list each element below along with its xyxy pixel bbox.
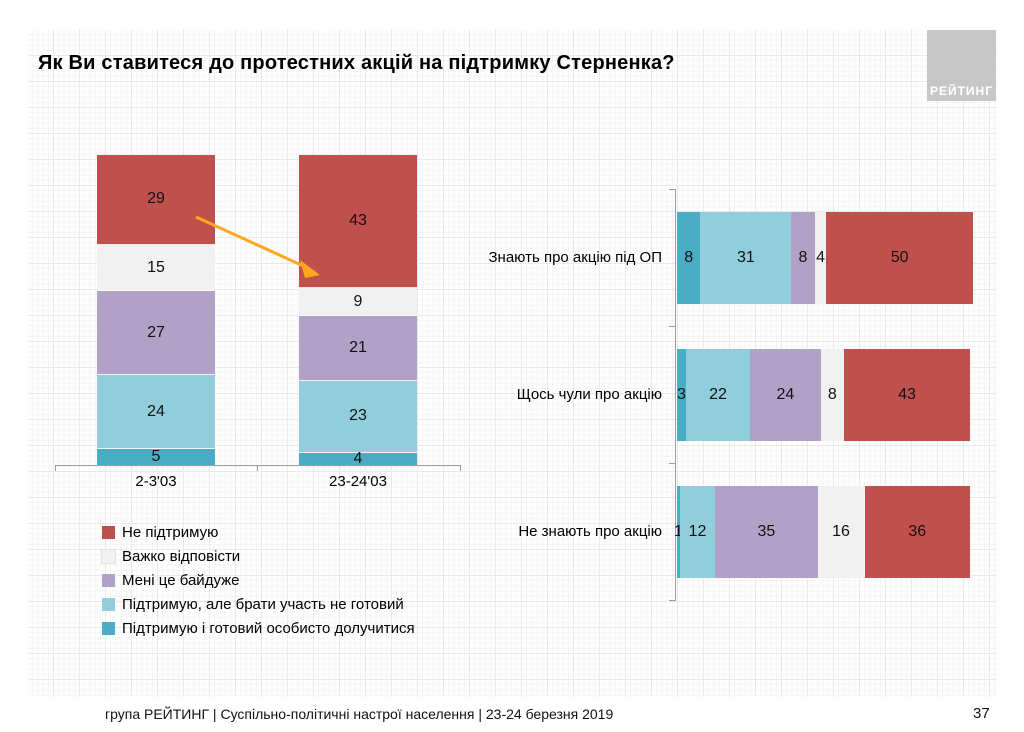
segment-value-label: 35: [757, 522, 776, 540]
legend-item-label: Підтримую і готовий особисто долучитися: [122, 619, 415, 637]
y-axis-tick: [669, 326, 676, 327]
bar-segment: 23: [299, 381, 417, 453]
segment-value-label: 21: [349, 339, 367, 357]
segment-value-label: 50: [890, 248, 909, 266]
x-axis-category-label: 2-3'03: [135, 473, 177, 490]
legend-item: Не підтримую: [102, 520, 415, 544]
bar-segment: 50: [826, 211, 973, 304]
x-axis-category-label: 23-24'03: [329, 473, 387, 490]
bar-segment: 8: [677, 211, 701, 304]
bar-segment: 43: [299, 155, 417, 289]
bar-segment: 22: [685, 348, 751, 441]
x-axis-tick: [55, 465, 56, 471]
bar-segment: 29: [97, 155, 215, 245]
legend-color-swatch: [102, 573, 115, 587]
segment-value-label: 23: [349, 407, 367, 425]
segment-value-label: 8: [798, 248, 808, 266]
bar-segment: 24: [750, 348, 821, 441]
bar-segment: 8: [820, 348, 844, 441]
y-axis-tick: [669, 600, 676, 601]
legend-color-swatch: [101, 548, 116, 564]
page-number: 37: [973, 705, 990, 722]
bar-segment: 31: [700, 211, 792, 304]
legend-item: Важко відповісти: [101, 544, 415, 568]
bar-segment: 16: [817, 485, 865, 578]
bar-category-label: Щось чули про акцію: [516, 385, 662, 403]
y-axis-tick: [669, 189, 676, 190]
page-title: Як Ви ставитеся до протестних акцій на п…: [38, 52, 675, 74]
segment-value-label: 29: [147, 190, 165, 208]
rating-group-logo: РЕЙТИНГ: [927, 30, 996, 101]
segment-value-label: 31: [736, 248, 755, 266]
segment-value-label: 4: [353, 449, 363, 467]
legend-color-swatch: [102, 621, 115, 635]
bar-segment: 43: [843, 348, 970, 441]
legend-item: Підтримую, але брати участь не готовий: [102, 592, 415, 616]
legend-color-swatch: [102, 597, 115, 611]
stacked-bar-row: 1 12 35 16 36: [674, 485, 970, 578]
bar-segment: 3: [676, 348, 686, 441]
x-axis-tick: [460, 465, 461, 471]
stacked-column: 29 15 27 24 5: [97, 155, 215, 465]
segment-value-label: 15: [147, 258, 165, 276]
chart-legend: Не підтримую Важко відповісти Мені це байд…: [101, 520, 415, 640]
legend-item: Підтримую і готовий особисто долучитися: [102, 616, 415, 640]
legend-item-label: Підтримую, але брати участь не готовий: [122, 595, 404, 613]
legend-item-label: Не підтримую: [122, 523, 219, 541]
segment-value-label: 22: [709, 385, 727, 403]
bar-category-label: Не знають про акцію: [518, 522, 662, 540]
bar-segment: 4: [814, 211, 827, 304]
segment-value-label: 8: [827, 385, 837, 403]
bar-category-label: Знають про акцію під ОП: [488, 248, 662, 266]
segment-value-label: 3: [676, 385, 686, 403]
bar-segment: 5: [97, 449, 215, 465]
segment-value-label: 43: [349, 212, 367, 230]
segment-value-label: 1: [674, 522, 683, 540]
x-axis-tick: [257, 465, 258, 471]
stacked-bar-row: 3 22 24 8 43: [676, 348, 970, 441]
bar-segment: 12: [679, 485, 716, 578]
stacked-column: 43 9 21 23 4: [299, 155, 417, 467]
legend-item: Мені це байдуже: [102, 568, 415, 592]
segment-value-label: 24: [776, 385, 795, 403]
bar-segment: 8: [791, 211, 815, 304]
segment-value-label: 8: [684, 248, 694, 266]
segment-value-label: 24: [147, 402, 165, 420]
y-axis-line: [675, 189, 676, 600]
bar-segment: 36: [864, 485, 970, 578]
legend-item-label: Важко відповісти: [122, 547, 241, 565]
segment-value-label: 5: [151, 448, 161, 466]
segment-value-label: 43: [898, 385, 916, 403]
stacked-bar-row: 8 31 8 4 50: [677, 211, 973, 304]
bar-segment: 27: [97, 291, 215, 376]
bar-segment: 24: [97, 375, 215, 450]
y-axis-tick: [669, 463, 676, 464]
segment-value-label: 27: [147, 323, 165, 341]
segment-value-label: 36: [908, 522, 927, 540]
segment-value-label: 12: [688, 522, 707, 540]
legend-item-label: Мені це байдуже: [122, 571, 240, 589]
segment-value-label: 16: [832, 522, 850, 540]
bar-segment: 9: [299, 288, 417, 317]
segment-value-label: 4: [816, 248, 826, 266]
footer-source-line: група РЕЙТИНГ | Суспільно-політичні наст…: [105, 706, 614, 722]
bar-segment: 21: [299, 316, 417, 382]
bar-segment: 4: [299, 449, 417, 467]
segment-value-label: 9: [353, 292, 363, 310]
legend-color-swatch: [102, 525, 115, 539]
rating-logo-text: РЕЙТИНГ: [929, 84, 994, 98]
bar-segment: 35: [715, 485, 818, 578]
slide-canvas: Як Ви ставитеся до протестних акцій на п…: [28, 30, 997, 697]
bar-segment: 1: [674, 485, 683, 578]
bar-segment: 15: [97, 244, 215, 292]
